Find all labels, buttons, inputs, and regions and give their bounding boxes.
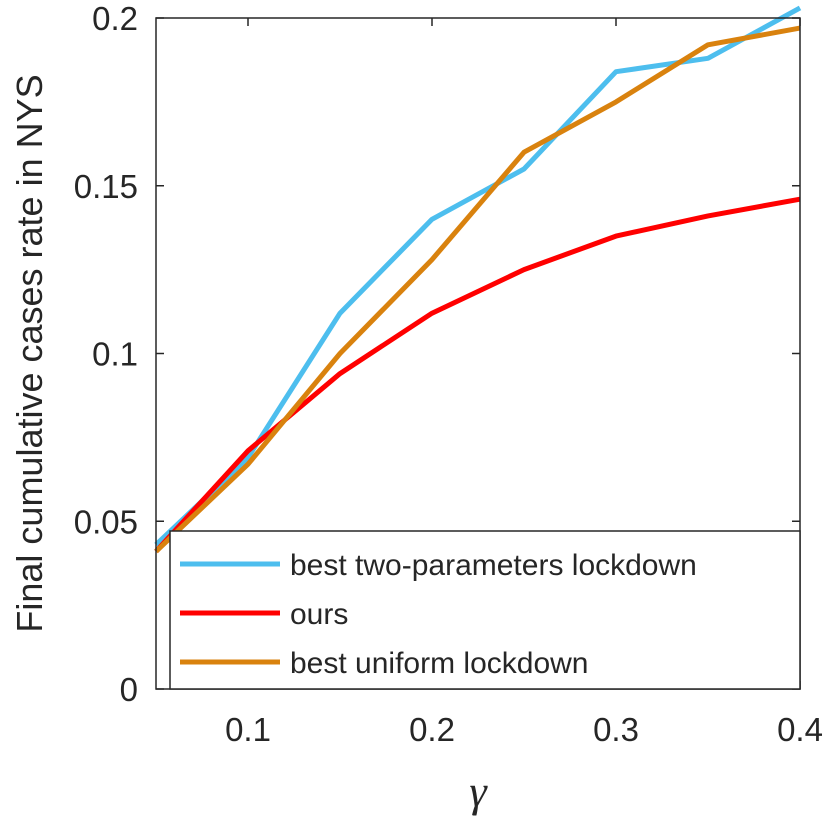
series-line-2 [154,25,801,554]
x-tick-label: 0.4 [777,711,823,748]
y-axis-label: Final cumulative cases rate in NYS [9,74,50,632]
series-lines [154,5,802,554]
series-line-1 [154,196,801,554]
y-tick-label: 0.05 [74,503,138,540]
y-tick-label: 0.1 [92,336,138,373]
x-axis-label: γ [469,767,488,816]
legend-entry-2: best uniform lockdown [290,647,588,680]
y-tick-label: 0 [120,671,138,708]
axes: 0.1 0.2 0.3 0.4 0 0.05 0.1 0.15 0.2 γ Final cumula… [9,0,823,816]
y-tick-label: 0.2 [92,0,138,37]
x-tick-label: 0.1 [225,711,271,748]
series-line-0 [154,5,802,547]
legend: best two-parameters lockdown ours best uni… [169,530,801,690]
x-tick-label: 0.2 [409,711,455,748]
y-tick-label: 0.15 [74,168,138,205]
legend-entry-0: best two-parameters lockdown [290,549,697,582]
x-tick-label: 0.3 [593,711,639,748]
legend-entry-1: ours [290,598,348,631]
